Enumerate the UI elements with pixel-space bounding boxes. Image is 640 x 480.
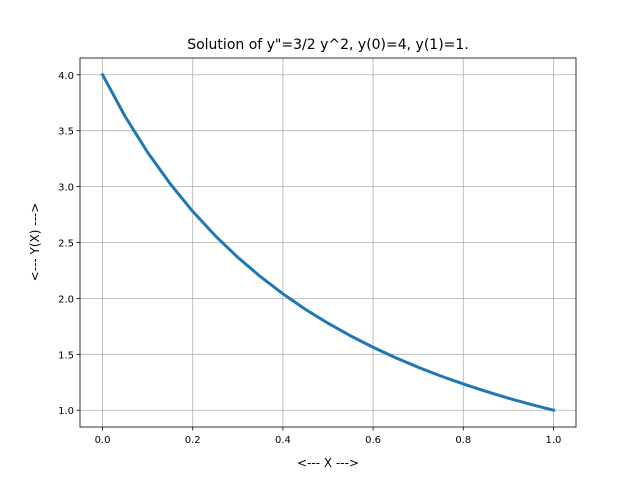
chart-title: Solution of y"=3/2 y^2, y(0)=4, y(1)=1.	[187, 37, 469, 53]
y-tick-label: 4.0	[58, 71, 74, 82]
y-tick-label: 2.5	[58, 239, 74, 250]
plot-frame	[79, 57, 577, 428]
y-tick-label: 3.0	[58, 183, 74, 194]
x-tick-label: 0.6	[365, 435, 381, 446]
y-tick-label: 3.5	[58, 127, 74, 138]
x-tick-label: 0.4	[275, 435, 291, 446]
x-tick-label: 0.8	[455, 435, 471, 446]
y-tick-label: 2.0	[58, 294, 74, 305]
x-tick-label: 0.0	[95, 435, 111, 446]
y-tick-label: 1.5	[58, 350, 74, 361]
x-tick-label: 1.0	[546, 435, 562, 446]
y-axis-label: <--- Y(X) --->	[28, 203, 42, 282]
y-tick-label: 1.0	[58, 406, 74, 417]
x-tick-label: 0.2	[185, 435, 201, 446]
data-line	[100, 72, 556, 413]
x-axis-label: <--- X --->	[297, 456, 359, 470]
